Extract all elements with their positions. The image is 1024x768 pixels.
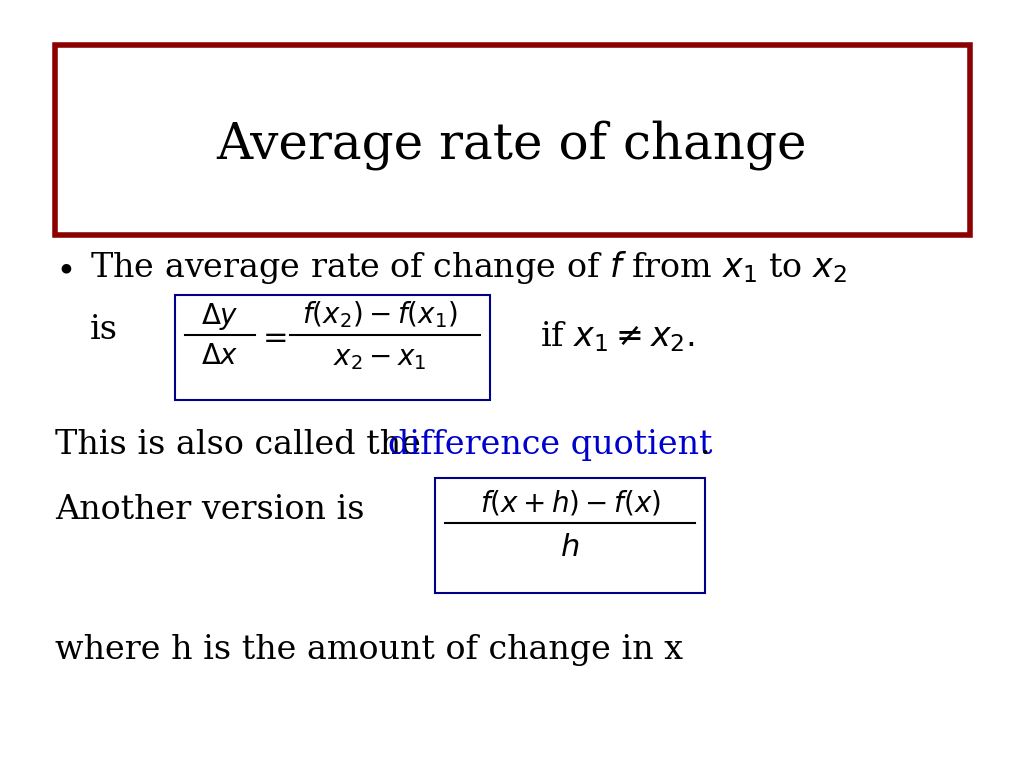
Text: where h is the amount of change in x: where h is the amount of change in x: [55, 634, 683, 666]
Text: $\Delta x$: $\Delta x$: [201, 343, 239, 369]
Bar: [175, 295, 490, 400]
Bar: [435, 478, 705, 593]
Text: Another version is: Another version is: [55, 494, 365, 526]
Text: $\bullet$: $\bullet$: [55, 251, 73, 284]
Text: $f(x_2)-f(x_1)$: $f(x_2)-f(x_1)$: [302, 300, 458, 330]
Text: difference quotient: difference quotient: [388, 429, 713, 461]
Text: $\Delta y$: $\Delta y$: [201, 302, 239, 333]
Text: is: is: [90, 314, 118, 346]
Text: $=$: $=$: [257, 322, 287, 353]
Text: Average rate of change: Average rate of change: [217, 120, 807, 170]
Text: This is also called the: This is also called the: [55, 429, 431, 461]
Text: $f(x+h)-f(x)$: $f(x+h)-f(x)$: [479, 488, 660, 518]
Text: $h$: $h$: [560, 531, 580, 562]
Text: if $x_1 \neq x_2.$: if $x_1 \neq x_2.$: [540, 319, 695, 354]
Text: The average rate of change of $\mathit{f}$ from $x_1$ to $x_2$: The average rate of change of $\mathit{f…: [90, 250, 847, 286]
Text: $x_2 - x_1$: $x_2 - x_1$: [333, 345, 427, 372]
Text: .: .: [700, 429, 711, 461]
Bar: [55, 45, 970, 235]
